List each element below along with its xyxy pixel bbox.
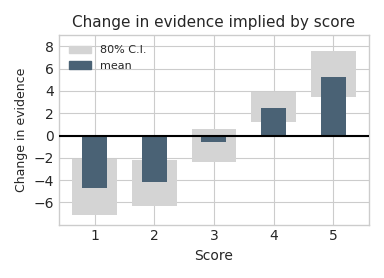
Bar	[142, 135, 167, 182]
Bar	[72, 159, 117, 215]
Bar	[321, 76, 346, 135]
Bar	[261, 108, 286, 135]
Bar	[82, 135, 107, 188]
Bar	[202, 135, 227, 142]
Bar	[132, 160, 177, 206]
Legend: 80% C.I., mean: 80% C.I., mean	[65, 41, 151, 75]
Bar	[192, 129, 236, 162]
Title: Change in evidence implied by score: Change in evidence implied by score	[73, 15, 356, 30]
X-axis label: Score: Score	[195, 249, 233, 263]
Y-axis label: Change in evidence: Change in evidence	[15, 68, 28, 192]
Bar	[311, 51, 356, 96]
Bar	[251, 92, 296, 122]
